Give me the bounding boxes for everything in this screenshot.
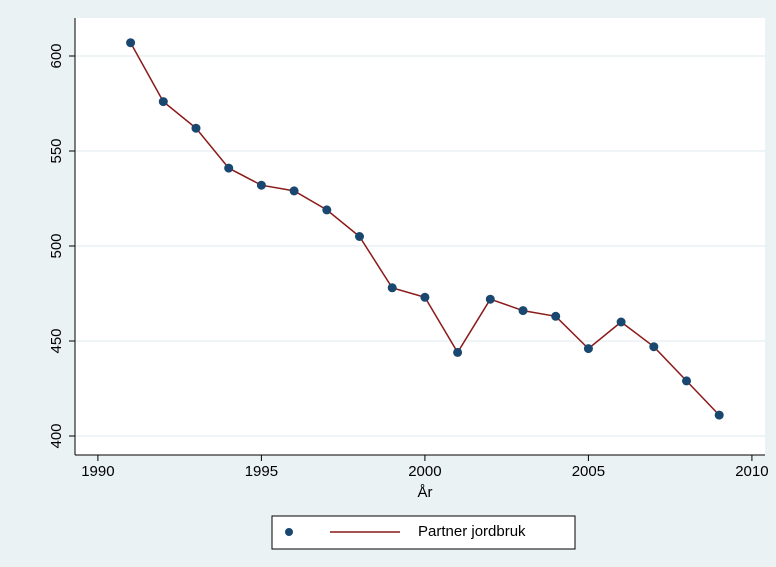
x-tick-label: 1990: [81, 463, 114, 480]
marker: [420, 292, 430, 302]
y-tick-label: 450: [48, 328, 65, 353]
marker: [485, 294, 495, 304]
x-tick-label: 2005: [572, 463, 605, 480]
y-tick-label: 500: [48, 233, 65, 258]
marker: [158, 97, 168, 107]
y-tick-label: 550: [48, 138, 65, 163]
marker: [322, 205, 332, 215]
marker: [126, 38, 136, 48]
x-tick-label: 2010: [735, 463, 768, 480]
legend-marker: [285, 528, 293, 536]
marker: [682, 376, 692, 386]
y-tick-label: 400: [48, 423, 65, 448]
marker: [583, 344, 593, 354]
legend-label: Partner jordbruk: [418, 523, 526, 540]
x-tick-label: 2000: [408, 463, 441, 480]
marker: [355, 232, 365, 241]
legend-box: [271, 515, 576, 550]
marker: [191, 123, 201, 133]
marker: [649, 342, 659, 352]
marker: [387, 283, 397, 293]
marker: [714, 410, 724, 420]
marker: [224, 163, 234, 173]
marker: [616, 317, 626, 327]
y-tick-label: 600: [48, 43, 65, 68]
plot-area: [75, 18, 765, 455]
marker: [518, 306, 528, 316]
x-tick-label: 1995: [245, 463, 278, 480]
marker: [256, 180, 266, 190]
x-axis-label: År: [418, 484, 433, 501]
marker: [551, 311, 561, 321]
marker: [289, 186, 299, 196]
marker: [453, 347, 463, 357]
